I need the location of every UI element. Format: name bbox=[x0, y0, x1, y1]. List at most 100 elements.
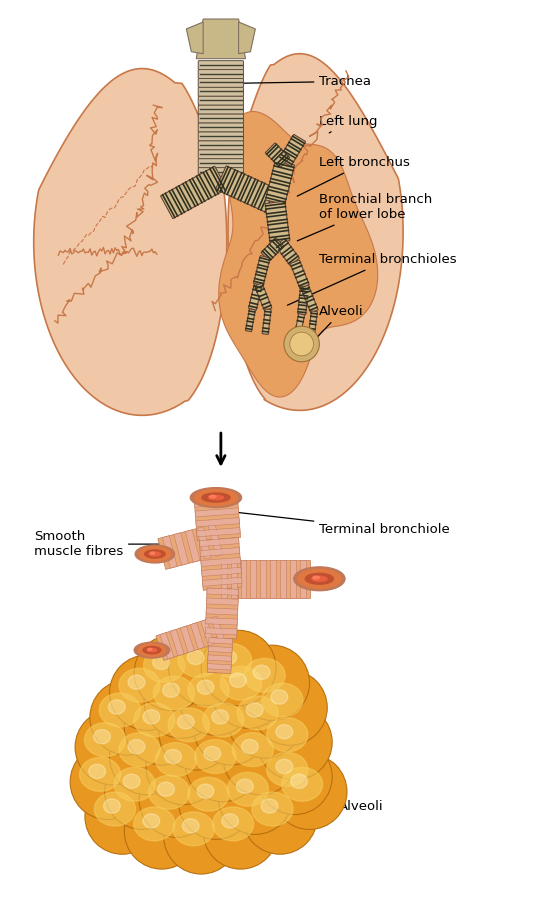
Polygon shape bbox=[200, 547, 240, 556]
Polygon shape bbox=[265, 201, 290, 243]
FancyBboxPatch shape bbox=[198, 60, 243, 69]
Polygon shape bbox=[207, 588, 238, 595]
Ellipse shape bbox=[94, 792, 135, 826]
Polygon shape bbox=[260, 560, 266, 598]
Polygon shape bbox=[187, 22, 203, 54]
Ellipse shape bbox=[246, 703, 263, 717]
Ellipse shape bbox=[164, 750, 182, 763]
Ellipse shape bbox=[197, 680, 214, 694]
Ellipse shape bbox=[177, 715, 194, 729]
Polygon shape bbox=[216, 166, 280, 214]
Polygon shape bbox=[248, 284, 262, 310]
Polygon shape bbox=[195, 508, 239, 517]
Polygon shape bbox=[208, 524, 223, 556]
Polygon shape bbox=[221, 560, 227, 598]
Ellipse shape bbox=[139, 547, 170, 562]
Ellipse shape bbox=[168, 708, 209, 742]
Ellipse shape bbox=[195, 740, 236, 773]
Circle shape bbox=[75, 709, 150, 785]
FancyBboxPatch shape bbox=[198, 132, 243, 141]
Ellipse shape bbox=[197, 784, 214, 798]
Polygon shape bbox=[208, 646, 232, 652]
Ellipse shape bbox=[252, 792, 293, 826]
Polygon shape bbox=[206, 627, 237, 634]
Text: Terminal bronchioles: Terminal bronchioles bbox=[287, 253, 457, 305]
Ellipse shape bbox=[276, 724, 292, 739]
Polygon shape bbox=[266, 160, 295, 204]
Circle shape bbox=[284, 326, 319, 362]
Ellipse shape bbox=[123, 774, 140, 788]
Ellipse shape bbox=[244, 659, 285, 692]
Ellipse shape bbox=[114, 768, 155, 801]
Ellipse shape bbox=[134, 703, 175, 737]
Polygon shape bbox=[208, 655, 232, 661]
Polygon shape bbox=[301, 285, 318, 313]
Circle shape bbox=[272, 754, 347, 830]
Polygon shape bbox=[34, 68, 227, 415]
Text: Left lung: Left lung bbox=[319, 114, 378, 133]
Polygon shape bbox=[219, 112, 378, 397]
Ellipse shape bbox=[262, 683, 303, 717]
Polygon shape bbox=[262, 309, 271, 335]
Polygon shape bbox=[194, 498, 241, 541]
Ellipse shape bbox=[204, 746, 221, 760]
Circle shape bbox=[110, 719, 184, 795]
Ellipse shape bbox=[312, 576, 327, 581]
Text: Trachea: Trachea bbox=[232, 75, 372, 88]
Ellipse shape bbox=[148, 648, 152, 651]
Ellipse shape bbox=[143, 710, 160, 724]
Ellipse shape bbox=[134, 807, 175, 841]
FancyBboxPatch shape bbox=[198, 167, 243, 176]
Polygon shape bbox=[207, 663, 231, 670]
Circle shape bbox=[257, 739, 332, 814]
Ellipse shape bbox=[188, 778, 229, 811]
FancyBboxPatch shape bbox=[198, 96, 243, 105]
Circle shape bbox=[179, 660, 253, 735]
Polygon shape bbox=[196, 518, 240, 526]
Circle shape bbox=[85, 778, 160, 854]
Circle shape bbox=[193, 689, 268, 765]
Polygon shape bbox=[206, 608, 238, 615]
Ellipse shape bbox=[109, 700, 125, 714]
Circle shape bbox=[169, 630, 243, 706]
Circle shape bbox=[242, 778, 317, 854]
Polygon shape bbox=[255, 284, 272, 310]
Polygon shape bbox=[253, 256, 270, 285]
Text: Alveoli: Alveoli bbox=[297, 305, 364, 359]
Circle shape bbox=[201, 630, 276, 706]
Ellipse shape bbox=[276, 760, 292, 774]
Ellipse shape bbox=[291, 774, 307, 788]
Text: Left bronchus: Left bronchus bbox=[297, 157, 411, 196]
Polygon shape bbox=[199, 537, 239, 546]
Polygon shape bbox=[185, 530, 200, 562]
Ellipse shape bbox=[297, 570, 341, 589]
FancyBboxPatch shape bbox=[198, 105, 243, 114]
Ellipse shape bbox=[149, 775, 189, 809]
Polygon shape bbox=[156, 616, 225, 661]
Polygon shape bbox=[209, 637, 233, 644]
Ellipse shape bbox=[153, 655, 169, 670]
Text: Terminal bronchiole: Terminal bronchiole bbox=[232, 512, 450, 535]
Polygon shape bbox=[194, 498, 238, 507]
Polygon shape bbox=[300, 560, 306, 598]
Polygon shape bbox=[202, 577, 242, 586]
Circle shape bbox=[228, 683, 302, 758]
Ellipse shape bbox=[222, 814, 238, 828]
Ellipse shape bbox=[267, 752, 308, 787]
Ellipse shape bbox=[305, 573, 334, 584]
Circle shape bbox=[146, 729, 221, 805]
Ellipse shape bbox=[104, 799, 120, 814]
Ellipse shape bbox=[221, 666, 262, 700]
Ellipse shape bbox=[128, 675, 145, 689]
Polygon shape bbox=[280, 560, 286, 598]
Polygon shape bbox=[246, 309, 255, 331]
Circle shape bbox=[110, 655, 184, 731]
Circle shape bbox=[218, 759, 293, 834]
Polygon shape bbox=[228, 54, 403, 410]
Circle shape bbox=[105, 754, 179, 830]
Polygon shape bbox=[265, 143, 290, 167]
Polygon shape bbox=[221, 560, 310, 598]
FancyBboxPatch shape bbox=[198, 114, 243, 123]
Polygon shape bbox=[160, 166, 227, 219]
Circle shape bbox=[203, 794, 278, 869]
